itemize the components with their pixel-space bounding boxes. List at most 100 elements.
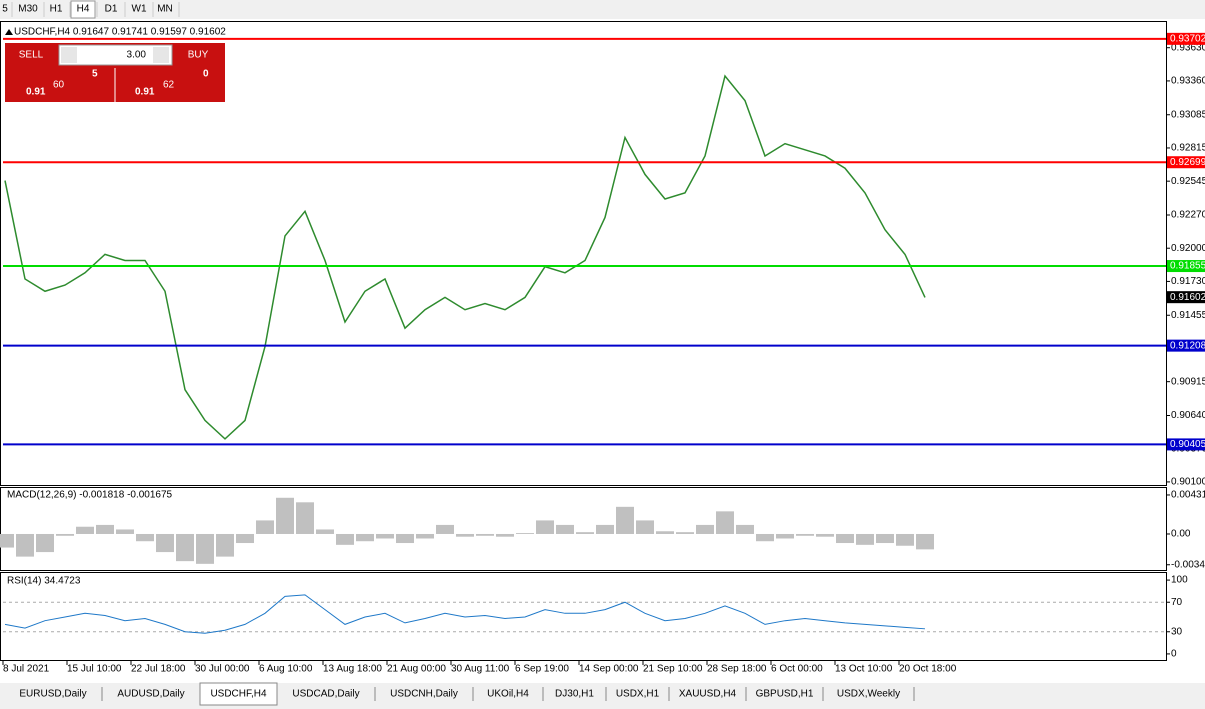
x-tick-label: 6 Sep 19:00	[515, 664, 569, 675]
y-tick-label: 0.92270	[1171, 210, 1205, 221]
x-tick-label: 28 Sep 18:00	[707, 664, 767, 675]
y-tick-label: 0	[1171, 649, 1177, 660]
macd-bar	[116, 529, 134, 534]
macd-bar	[16, 533, 34, 557]
chart-tab[interactable]: USDX,Weekly	[837, 689, 900, 700]
chart-tab[interactable]: UKOil,H4	[487, 689, 529, 700]
chart-tab[interactable]: AUDUSD,Daily	[117, 689, 184, 700]
trade-panel: SELL 3.00 BUY 0.91 60 5 0.91 62 0	[5, 43, 225, 102]
y-tick-label: 100	[1171, 575, 1188, 586]
y-tick-label: 0.90915	[1171, 376, 1205, 387]
current-price-tag	[1167, 291, 1205, 304]
macd-bar	[876, 533, 894, 544]
current-price-label: 0.91602	[1170, 292, 1205, 303]
y-tick-label: -0.00340	[1171, 559, 1205, 570]
macd-bar	[316, 529, 334, 534]
chart-tab[interactable]: USDCNH,Daily	[390, 689, 458, 700]
chart-tab[interactable]: XAUUSD,H4	[679, 689, 737, 700]
x-tick-label: 20 Oct 18:00	[899, 664, 957, 675]
macd-bar	[516, 533, 534, 534]
ask-main: 62	[163, 80, 175, 91]
lot-up[interactable]	[153, 47, 169, 63]
y-tick-label: 70	[1171, 597, 1183, 608]
x-tick-label: 13 Aug 18:00	[323, 664, 382, 675]
macd-bar	[496, 533, 514, 537]
macd-bar	[36, 533, 54, 553]
y-tick-label: 0.90640	[1171, 410, 1205, 421]
macd-label: MACD(12,26,9) -0.001818 -0.001675	[7, 490, 173, 501]
x-tick-label: 21 Aug 00:00	[387, 664, 446, 675]
chart-tab[interactable]: USDX,H1	[616, 689, 660, 700]
price-line	[4, 74, 926, 440]
timeframe-button[interactable]: D1	[105, 4, 118, 15]
macd-bar	[656, 531, 674, 534]
buy-button[interactable]: BUY	[188, 50, 209, 61]
macd-bar	[416, 533, 434, 539]
macd-bar	[456, 533, 474, 537]
level-label: 0.91208	[1170, 340, 1205, 351]
macd-bar	[396, 533, 414, 544]
macd-panel	[0, 487, 1167, 571]
level-tag	[1167, 339, 1205, 352]
bid-prefix: 0.91	[26, 87, 46, 98]
macd-bar	[916, 533, 934, 550]
macd-bar	[696, 524, 714, 534]
y-tick-label: 0.93085	[1171, 109, 1205, 120]
level-tag	[1167, 260, 1205, 273]
macd-bar	[476, 533, 494, 536]
timeframe-button[interactable]: 5	[2, 4, 8, 15]
chart-tab[interactable]: DJ30,H1	[555, 689, 594, 700]
lot-value[interactable]: 3.00	[127, 50, 147, 61]
level-tag	[1167, 32, 1205, 45]
y-tick-label: 0.91730	[1171, 276, 1205, 287]
x-tick-label: 30 Jul 00:00	[195, 664, 250, 675]
macd-bar	[0, 533, 14, 548]
macd-bar	[796, 533, 814, 536]
macd-bar	[836, 533, 854, 544]
macd-bar	[176, 533, 194, 562]
macd-bar	[896, 533, 914, 546]
x-tick-label: 8 Jul 2021	[3, 664, 50, 675]
chart-tab[interactable]: EURUSD,Daily	[19, 689, 86, 700]
active-timeframe	[70, 0, 96, 19]
macd-bar	[196, 533, 214, 564]
chart-header: USDCHF,H4 0.91647 0.91741 0.91597 0.9160…	[14, 27, 226, 38]
macd-bar	[156, 533, 174, 553]
timeframe-button[interactable]: H4	[77, 4, 90, 15]
ask-prefix: 0.91	[135, 87, 155, 98]
macd-bar	[596, 524, 614, 534]
timeframe-button[interactable]: W1	[132, 4, 147, 15]
chart-tab[interactable]: GBPUSD,H1	[756, 689, 814, 700]
level-label: 0.93702	[1170, 33, 1205, 44]
macd-bar	[216, 533, 234, 557]
sell-button[interactable]: SELL	[19, 50, 44, 61]
toolbar	[0, 0, 1205, 19]
x-tick-label: 6 Aug 10:00	[259, 664, 313, 675]
lot-down[interactable]	[61, 47, 77, 63]
y-tick-label: 0.92815	[1171, 143, 1205, 154]
macd-bar	[556, 524, 574, 534]
macd-bar	[776, 533, 794, 539]
chart-tab[interactable]: USDCAD,Daily	[292, 689, 359, 700]
macd-bar	[56, 533, 74, 536]
timeframe-button[interactable]: M30	[18, 4, 38, 15]
x-tick-label: 30 Aug 11:00	[451, 664, 510, 675]
lot-box[interactable]	[58, 44, 173, 66]
macd-bar	[136, 533, 154, 542]
timeframe-button[interactable]: H1	[50, 4, 63, 15]
x-tick-label: 6 Oct 00:00	[771, 664, 823, 675]
macd-bar	[96, 524, 114, 534]
macd-bar	[276, 497, 294, 534]
bid-main: 60	[53, 80, 65, 91]
level-label: 0.90405	[1170, 439, 1205, 450]
y-tick-label: 0.00431	[1171, 490, 1205, 501]
level-label: 0.91855	[1170, 261, 1205, 272]
rsi-label: RSI(14) 34.4723	[7, 576, 81, 587]
timeframe-button[interactable]: MN	[157, 4, 173, 15]
macd-bar	[296, 502, 314, 534]
chart-tab[interactable]: USDCHF,H4	[210, 689, 267, 700]
macd-bar	[256, 520, 274, 534]
y-tick-label: 0.92545	[1171, 176, 1205, 187]
y-tick-label: 0.91455	[1171, 310, 1205, 321]
